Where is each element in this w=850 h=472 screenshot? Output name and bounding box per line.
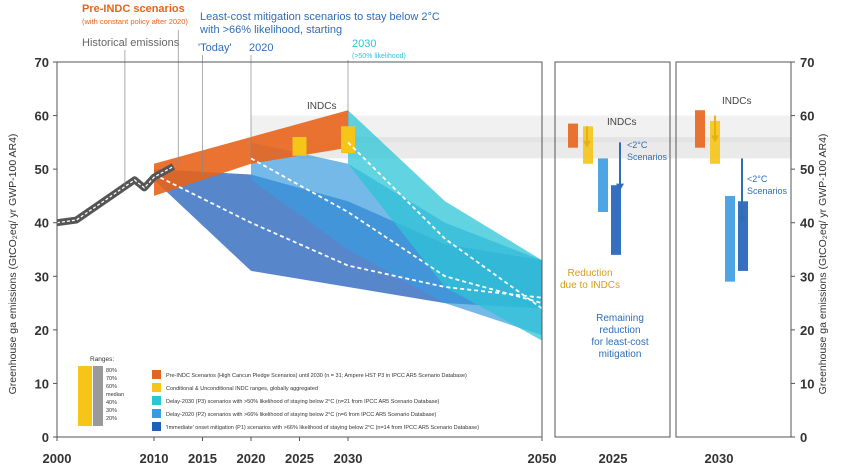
- y-tick-label-right: 30: [800, 269, 814, 284]
- legend-label: 'Immediate' onset mitigation (P1) scenar…: [166, 425, 479, 431]
- annotation-indcs-2025: INDCs: [607, 117, 636, 128]
- series-indc-box: [341, 126, 355, 154]
- series-historical-line: [56, 165, 174, 224]
- arrow-reduction-2030-head: [711, 135, 719, 143]
- annotation-below2c-2025-1: <2°C: [627, 140, 648, 150]
- x-tick-label: 2030: [334, 451, 363, 466]
- y-tick-label-right: 40: [800, 216, 814, 231]
- annotation-remaining-1: Remaining: [596, 313, 644, 324]
- legend-label: Pre-INDC Scenarios (High Cancun Pledge S…: [166, 373, 467, 379]
- y-tick-label-right: 0: [800, 430, 807, 445]
- legend-swatch: [152, 409, 161, 418]
- legend-swatch: [152, 422, 161, 431]
- y-tick-label-right: 10: [800, 376, 814, 391]
- ranges-key-label: 60%: [106, 384, 117, 390]
- ranges-key-label: 40%: [106, 400, 117, 406]
- annotation-indcs-main: INDCs: [307, 101, 336, 112]
- y-tick-label-right: 20: [800, 323, 814, 338]
- ranges-key-swatch-grey: [93, 366, 103, 426]
- annotation-today: 'Today': [198, 42, 232, 54]
- panel-2030-bar: [738, 201, 748, 271]
- panel-2025-bar: [598, 158, 608, 212]
- annotation-remaining-4: mitigation: [599, 349, 642, 360]
- annotation-below2c-2030-2: Scenarios: [747, 186, 788, 196]
- x-tick-label: 2015: [188, 451, 217, 466]
- x-tick-label: 2020: [237, 451, 266, 466]
- annotation-below2c-2030-1: <2°C: [747, 174, 768, 184]
- ranges-key-label: 70%: [106, 376, 117, 382]
- y-tick-label-right: 60: [800, 109, 814, 124]
- annotation-2020: 2020: [249, 42, 273, 54]
- panel-label-2025: 2025: [599, 451, 628, 466]
- y-tick-label-left: 60: [35, 109, 49, 124]
- y-tick-label-right: 50: [800, 162, 814, 177]
- ranges-key-label: 30%: [106, 408, 117, 414]
- y-tick-label-left: 10: [35, 376, 49, 391]
- ranges-key-label: median: [106, 392, 124, 398]
- arrow-remaining-2030-head: [738, 215, 746, 223]
- ranges-key-label: 20%: [106, 416, 117, 422]
- y-tick-label-right: 70: [800, 55, 814, 70]
- arrow-reduction-2025-head: [583, 140, 591, 148]
- x-tick-label: 2025: [285, 451, 314, 466]
- x-tick-label: 2010: [140, 451, 169, 466]
- indc-reference-band: [299, 137, 791, 159]
- annotation-reduction-2: due to INDCs: [560, 280, 620, 291]
- annotation-least-cost-1: Least-cost mitigation scenarios to stay …: [200, 11, 440, 23]
- panel-2030-bar: [695, 110, 705, 148]
- series-delay-2030-p3-band: [348, 110, 542, 341]
- y-tick-label-left: 0: [42, 430, 49, 445]
- panel-2025-bar: [611, 185, 621, 255]
- legend-label: Delay-2020 (P2) scenarios with >66% like…: [166, 412, 436, 418]
- annotation-historical: Historical emissions: [82, 37, 180, 49]
- y-axis-label-left: Greenhouse ga emissions (GtCO₂eq/ yr GWP…: [7, 134, 19, 395]
- legend-label: Conditional & Unconditional INDC ranges,…: [166, 386, 318, 392]
- arrow-remaining-2025-head: [616, 183, 624, 191]
- annotation-pre-indc: Pre-INDC scenarios: [82, 3, 185, 15]
- panel-2025-bar: [568, 123, 578, 148]
- panel-2030-frame: [675, 61, 792, 438]
- series-indc-box: [292, 137, 307, 156]
- y-tick-label-left: 40: [35, 216, 49, 231]
- panel-label-2030: 2030: [705, 451, 734, 466]
- annotation-reduction-1: Reduction: [567, 268, 612, 279]
- annotation-pre-indc-sub: (with constant policy after 2020): [82, 17, 188, 26]
- legend-swatch: [152, 370, 161, 379]
- y-tick-label-left: 30: [35, 269, 49, 284]
- x-tick-label: 2050: [528, 451, 557, 466]
- y-tick-label-left: 70: [35, 55, 49, 70]
- series-median-line: [347, 141, 543, 310]
- legend-swatch: [152, 396, 161, 405]
- panel-2030-bar: [725, 195, 735, 282]
- series-median-line: [153, 173, 543, 299]
- legend-swatch: [152, 383, 161, 392]
- annotation-2030-sub: (>50% likelihood): [352, 53, 406, 60]
- annotation-least-cost-2: with >66% likelihood, starting: [199, 24, 342, 36]
- ranges-key-swatch: [78, 366, 92, 426]
- y-tick-label-left: 20: [35, 323, 49, 338]
- legend-label: Delay-2030 (P3) scenarios with >50% like…: [166, 399, 440, 405]
- y-axis-label-right: Greenhouse ga emissions (GtCO₂eq/ yr GWP…: [817, 134, 829, 395]
- ranges-key-title: Ranges:: [90, 356, 114, 363]
- annotation-indcs-2030: INDCs: [722, 96, 751, 107]
- y-tick-label-left: 50: [35, 162, 49, 177]
- x-tick-label: 2000: [43, 451, 72, 466]
- annotation-below2c-2025-2: Scenarios: [627, 152, 668, 162]
- annotation-remaining-3: for least-cost: [591, 337, 648, 348]
- annotation-remaining-2: reduction: [599, 325, 640, 336]
- annotation-2030: 2030: [352, 38, 376, 50]
- series-median-line: [250, 157, 543, 304]
- ranges-key-label: 80%: [106, 368, 117, 374]
- panel-2025-frame: [554, 61, 671, 438]
